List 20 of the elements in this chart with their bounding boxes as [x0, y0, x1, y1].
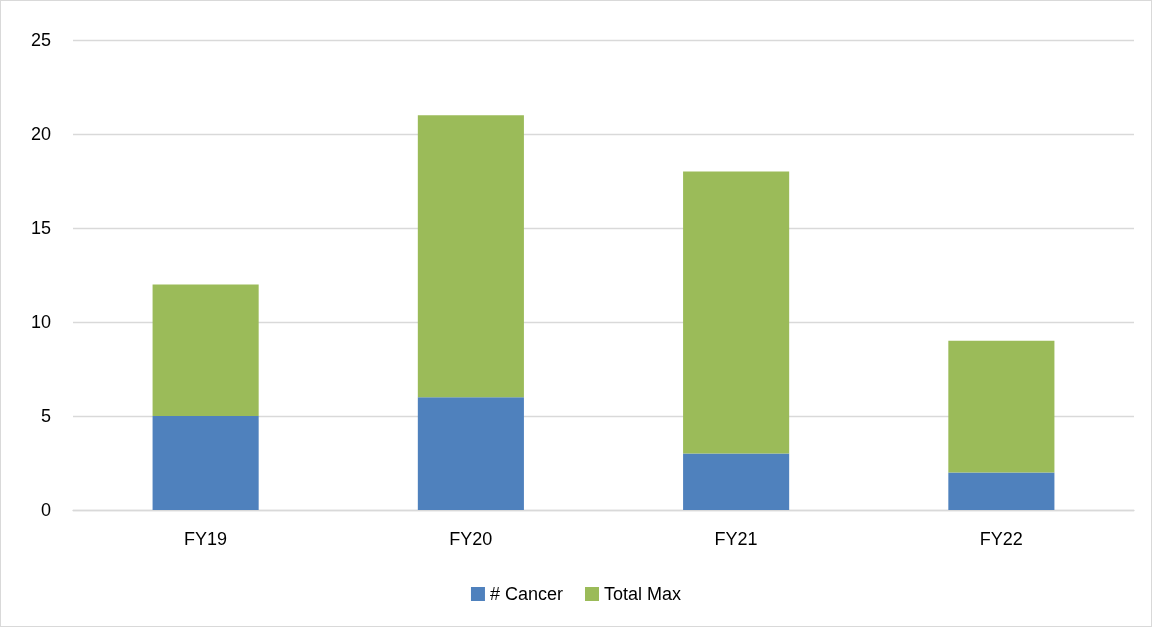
x-tick-label: FY19	[184, 529, 228, 549]
bar	[152, 284, 259, 416]
x-tick-label: FY22	[979, 529, 1023, 549]
x-tick-label: FY20	[449, 529, 493, 549]
bar	[152, 416, 259, 510]
legend-label: Total Max	[604, 584, 682, 604]
bar	[417, 115, 524, 398]
bar	[948, 340, 1055, 473]
bar	[683, 453, 790, 510]
y-tick-label: 15	[30, 218, 51, 238]
x-tick-label: FY21	[714, 529, 758, 549]
y-tick-label: 0	[40, 500, 51, 520]
y-tick-label: 5	[40, 406, 51, 426]
bar	[683, 171, 790, 454]
y-tick-label: 20	[30, 124, 51, 144]
y-tick-label: 10	[30, 312, 51, 332]
legend-label: # Cancer	[489, 584, 564, 604]
bar	[417, 397, 524, 510]
y-tick-label: 25	[30, 30, 51, 50]
bar	[948, 472, 1055, 510]
